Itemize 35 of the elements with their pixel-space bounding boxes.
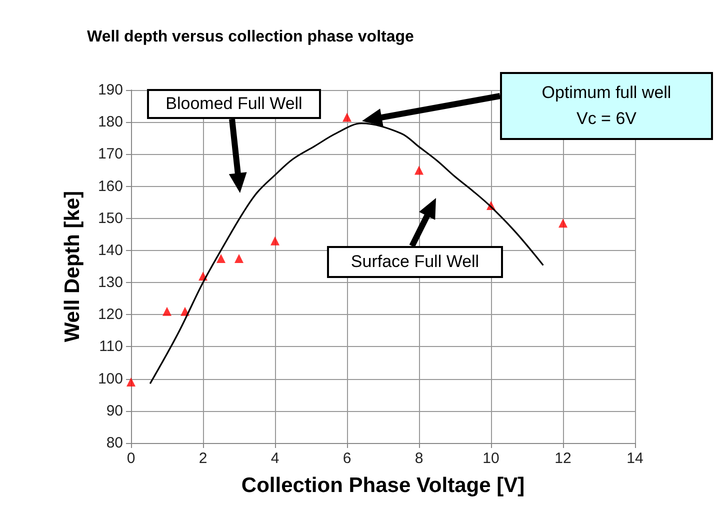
y-tick-label: 140 bbox=[98, 242, 123, 259]
y-tick-label: 190 bbox=[98, 82, 123, 98]
callout-box: Bloomed Full Well bbox=[147, 89, 321, 119]
chart-title: Well depth versus collection phase voltage bbox=[87, 28, 414, 46]
y-tick-label: 150 bbox=[98, 210, 123, 227]
x-tick-label: 12 bbox=[554, 450, 572, 467]
y-tick-label: 120 bbox=[98, 306, 123, 324]
x-tick-label: 6 bbox=[342, 450, 352, 467]
x-tick-label: 0 bbox=[126, 450, 136, 467]
point bbox=[558, 218, 568, 228]
x-axis-title: Collection Phase Voltage [V] bbox=[241, 474, 525, 497]
y-tick-label: 80 bbox=[106, 434, 123, 452]
y-tick-label: 90 bbox=[106, 402, 123, 420]
y-tick-label: 180 bbox=[98, 114, 123, 131]
x-tick-label: 14 bbox=[626, 450, 644, 467]
x-tick-label: 10 bbox=[482, 450, 500, 467]
y-axis-title: Well Depth [ke] bbox=[61, 190, 84, 342]
point bbox=[270, 236, 280, 246]
line-series bbox=[149, 122, 544, 384]
point bbox=[342, 112, 352, 122]
point bbox=[162, 306, 172, 316]
point bbox=[234, 254, 244, 263]
x-tick-label: 8 bbox=[414, 450, 424, 467]
callout-box: Optimum full well Vc = 6V bbox=[500, 72, 713, 140]
y-tick-label: 130 bbox=[98, 274, 123, 292]
point bbox=[126, 378, 136, 387]
x-tick-label: 2 bbox=[198, 450, 208, 467]
y-tick-label: 170 bbox=[98, 146, 123, 163]
y-tick-label: 110 bbox=[99, 338, 123, 356]
y-tick-label: 100 bbox=[98, 370, 123, 388]
point bbox=[414, 166, 424, 175]
point bbox=[216, 254, 226, 263]
x-tick-label: 4 bbox=[270, 450, 280, 467]
callout-box: Surface Full Well bbox=[327, 246, 503, 278]
y-tick-label: 160 bbox=[98, 178, 123, 195]
